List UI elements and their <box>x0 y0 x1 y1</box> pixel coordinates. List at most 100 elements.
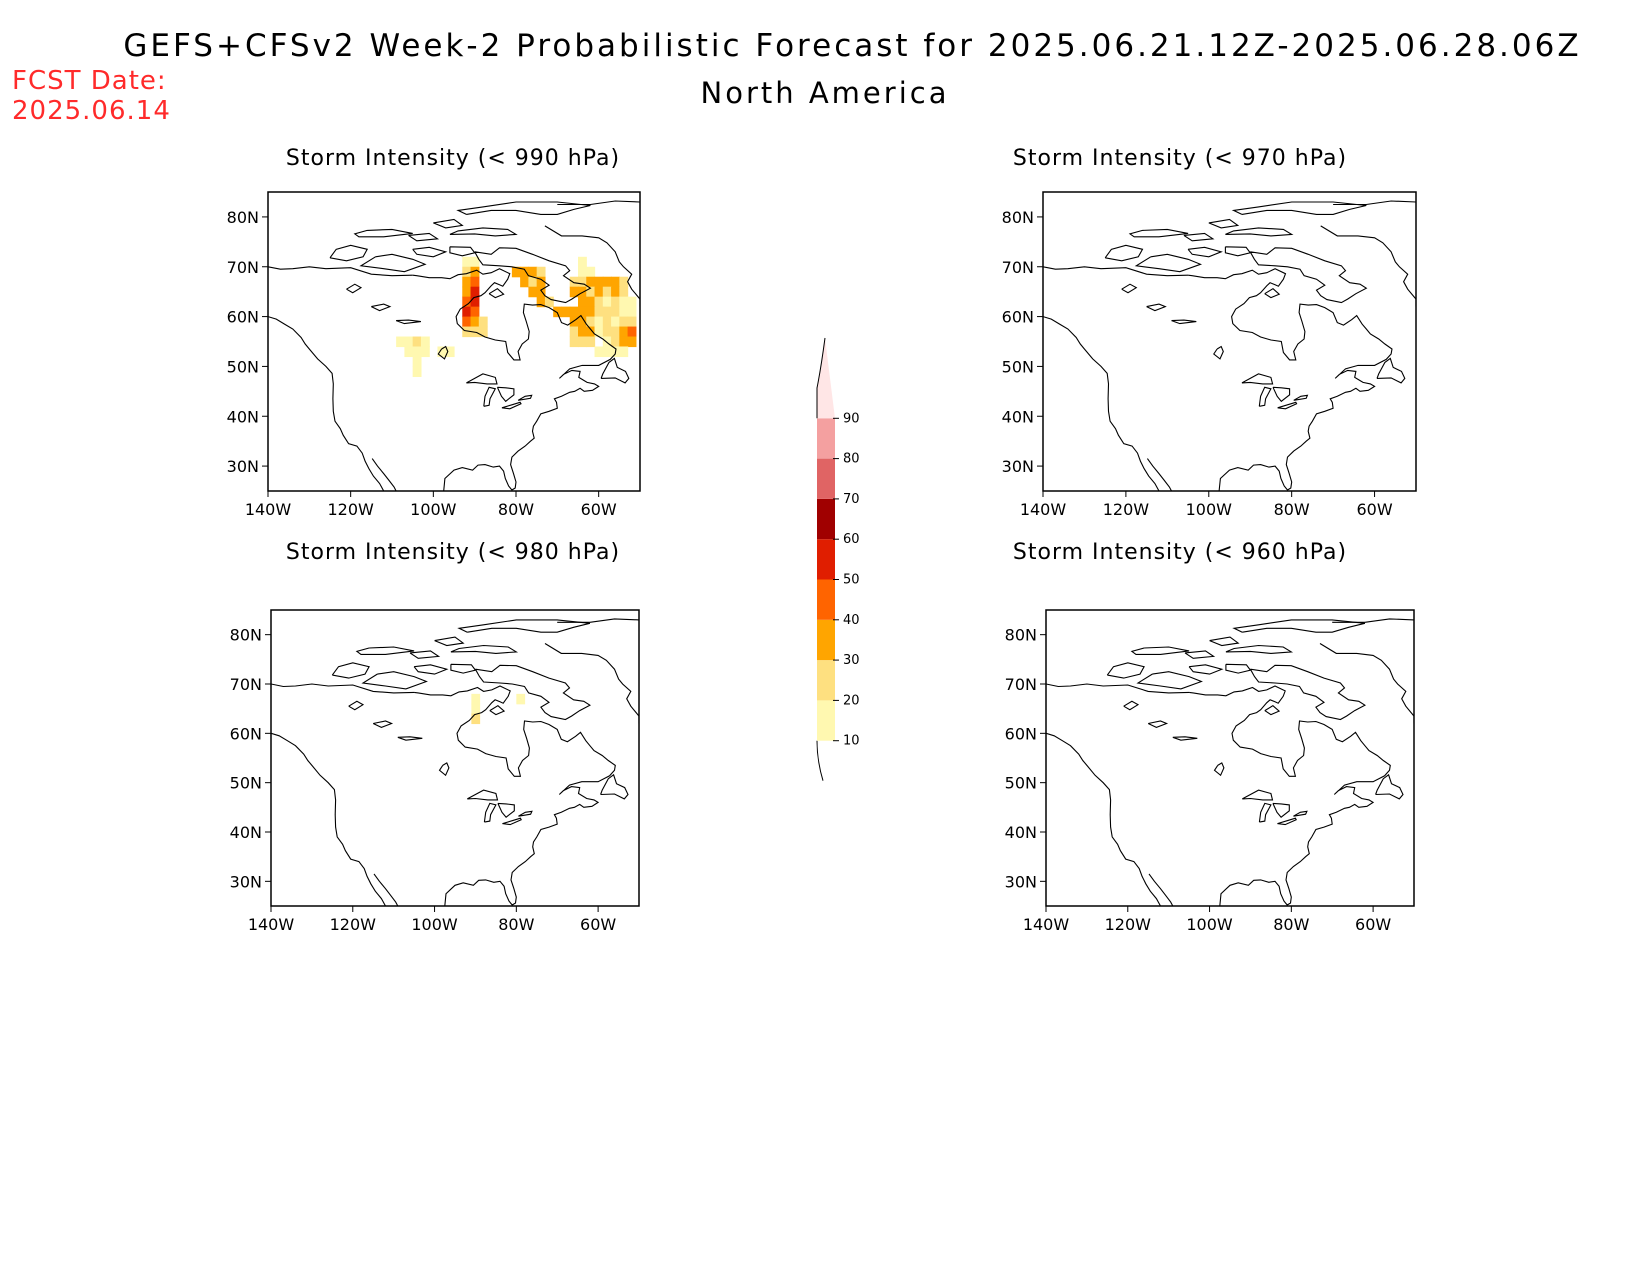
probability-cell <box>619 316 629 328</box>
forecast-date-label: FCST Date: <box>12 66 167 96</box>
probability-cell <box>412 356 422 368</box>
map-frame <box>267 191 641 492</box>
map-frame <box>1042 191 1417 492</box>
coastline <box>1232 619 1366 633</box>
probability-cell <box>578 256 587 268</box>
coastline <box>488 288 505 299</box>
probability-cell <box>578 296 587 308</box>
probability-cell <box>594 316 604 328</box>
map-panel-2: 80N 70N 60N 50N 40N 30N 140W 120W 100W 80W 60W <box>230 609 640 934</box>
probability-cell <box>611 326 620 338</box>
lat-tick-label: 70N <box>1005 675 1037 694</box>
lon-tick-label: 140W <box>245 500 292 519</box>
probability-cell <box>536 296 546 308</box>
coastline <box>1043 316 1160 491</box>
coastline <box>329 244 369 262</box>
colorbar-swatch <box>817 458 835 499</box>
lon-tick-label: 140W <box>1020 500 1067 519</box>
probability-cell <box>578 326 587 338</box>
colorbar-label: 60 <box>843 532 860 547</box>
colorbar-swatch <box>817 619 835 661</box>
probability-cell <box>611 336 620 348</box>
lat-tick-label: 80N <box>230 626 262 645</box>
lon-tick-label: 80W <box>1273 915 1309 934</box>
probability-cell <box>516 693 526 705</box>
colorbar-label: 80 <box>843 452 860 467</box>
probability-cell <box>470 286 480 298</box>
lon-tick-label: 100W <box>410 500 457 519</box>
coastline <box>600 773 629 800</box>
coastline <box>1146 303 1167 312</box>
probability-cell <box>445 346 455 358</box>
probability-cell <box>462 316 472 328</box>
probability-cell <box>462 256 472 268</box>
coastline <box>1277 401 1298 410</box>
lat-tick-label: 40N <box>1005 823 1037 842</box>
lat-tick-label: 30N <box>230 872 262 891</box>
coastline <box>1258 386 1272 407</box>
probability-cell <box>462 266 472 278</box>
coastline <box>1146 458 1172 491</box>
coastline <box>1188 664 1224 675</box>
probability-cell <box>611 286 620 298</box>
probability-cell <box>511 266 521 278</box>
lon-tick-label: 140W <box>248 915 295 934</box>
coastline <box>433 218 464 229</box>
probability-cell <box>586 326 596 338</box>
map-panel-0: 80N 70N 60N 50N 40N 30N 140W 120W 100W 80W 60W <box>227 191 641 519</box>
probability-cell <box>462 276 472 288</box>
probability-cell <box>619 326 629 338</box>
probability-cell <box>611 316 620 328</box>
coastline <box>1106 662 1145 679</box>
lat-tick-label: 60N <box>1002 308 1034 327</box>
coastline <box>268 316 385 491</box>
coastline <box>1147 720 1169 728</box>
probability-cell <box>619 346 629 358</box>
coastline <box>1189 685 1391 906</box>
probability-cell <box>594 276 604 288</box>
probability-cell <box>471 693 481 705</box>
probability-cell <box>586 286 596 298</box>
probability-cell <box>586 296 596 308</box>
forecast-date-value: 2025.06.14 <box>12 96 171 126</box>
lon-tick-label: 60W <box>580 915 616 934</box>
probability-cell <box>528 286 538 298</box>
lat-tick-label: 80N <box>1002 208 1034 227</box>
lat-tick-label: 70N <box>1002 258 1034 277</box>
coastline <box>1293 810 1308 817</box>
colorbar-label: 70 <box>843 492 860 507</box>
coastline <box>457 619 591 633</box>
probability-cell <box>520 266 529 278</box>
coastline <box>483 386 497 407</box>
probability-cell <box>578 276 587 288</box>
probability-cell <box>470 276 480 288</box>
probability-cell <box>471 703 481 715</box>
coastline <box>1184 650 1216 659</box>
probability-cell <box>627 316 637 328</box>
lat-tick-label: 60N <box>1005 724 1037 743</box>
probability-cell <box>396 336 405 348</box>
panel-title-990: Storm Intensity (< 990 hPa) <box>285 146 621 171</box>
map-panel-3: 80N 70N 60N 50N 40N 30N 140W 120W 100W 80W 60W <box>1005 609 1415 934</box>
probability-cell <box>611 296 620 308</box>
probability-cell <box>627 306 637 318</box>
colorbar-label: 20 <box>843 693 860 708</box>
coastline <box>1249 247 1368 304</box>
lon-tick-label: 100W <box>1186 915 1233 934</box>
map-frame <box>1045 609 1415 907</box>
coastline <box>1183 232 1215 242</box>
lon-tick-label: 60W <box>1356 500 1392 519</box>
probability-cell <box>627 326 637 338</box>
coastline <box>1188 268 1393 491</box>
probability-cell <box>619 306 629 318</box>
forecast-date-block: FCST Date: 2025.06.14 <box>12 66 171 126</box>
coastline <box>501 401 522 410</box>
coastline <box>1046 732 1161 906</box>
probability-cell <box>619 336 629 348</box>
coastline <box>1231 201 1367 215</box>
figure-subtitle: North America <box>700 76 950 110</box>
probability-cell <box>569 306 579 318</box>
coastline <box>1277 817 1297 826</box>
coastline <box>502 817 522 826</box>
probability-cell <box>404 336 414 348</box>
